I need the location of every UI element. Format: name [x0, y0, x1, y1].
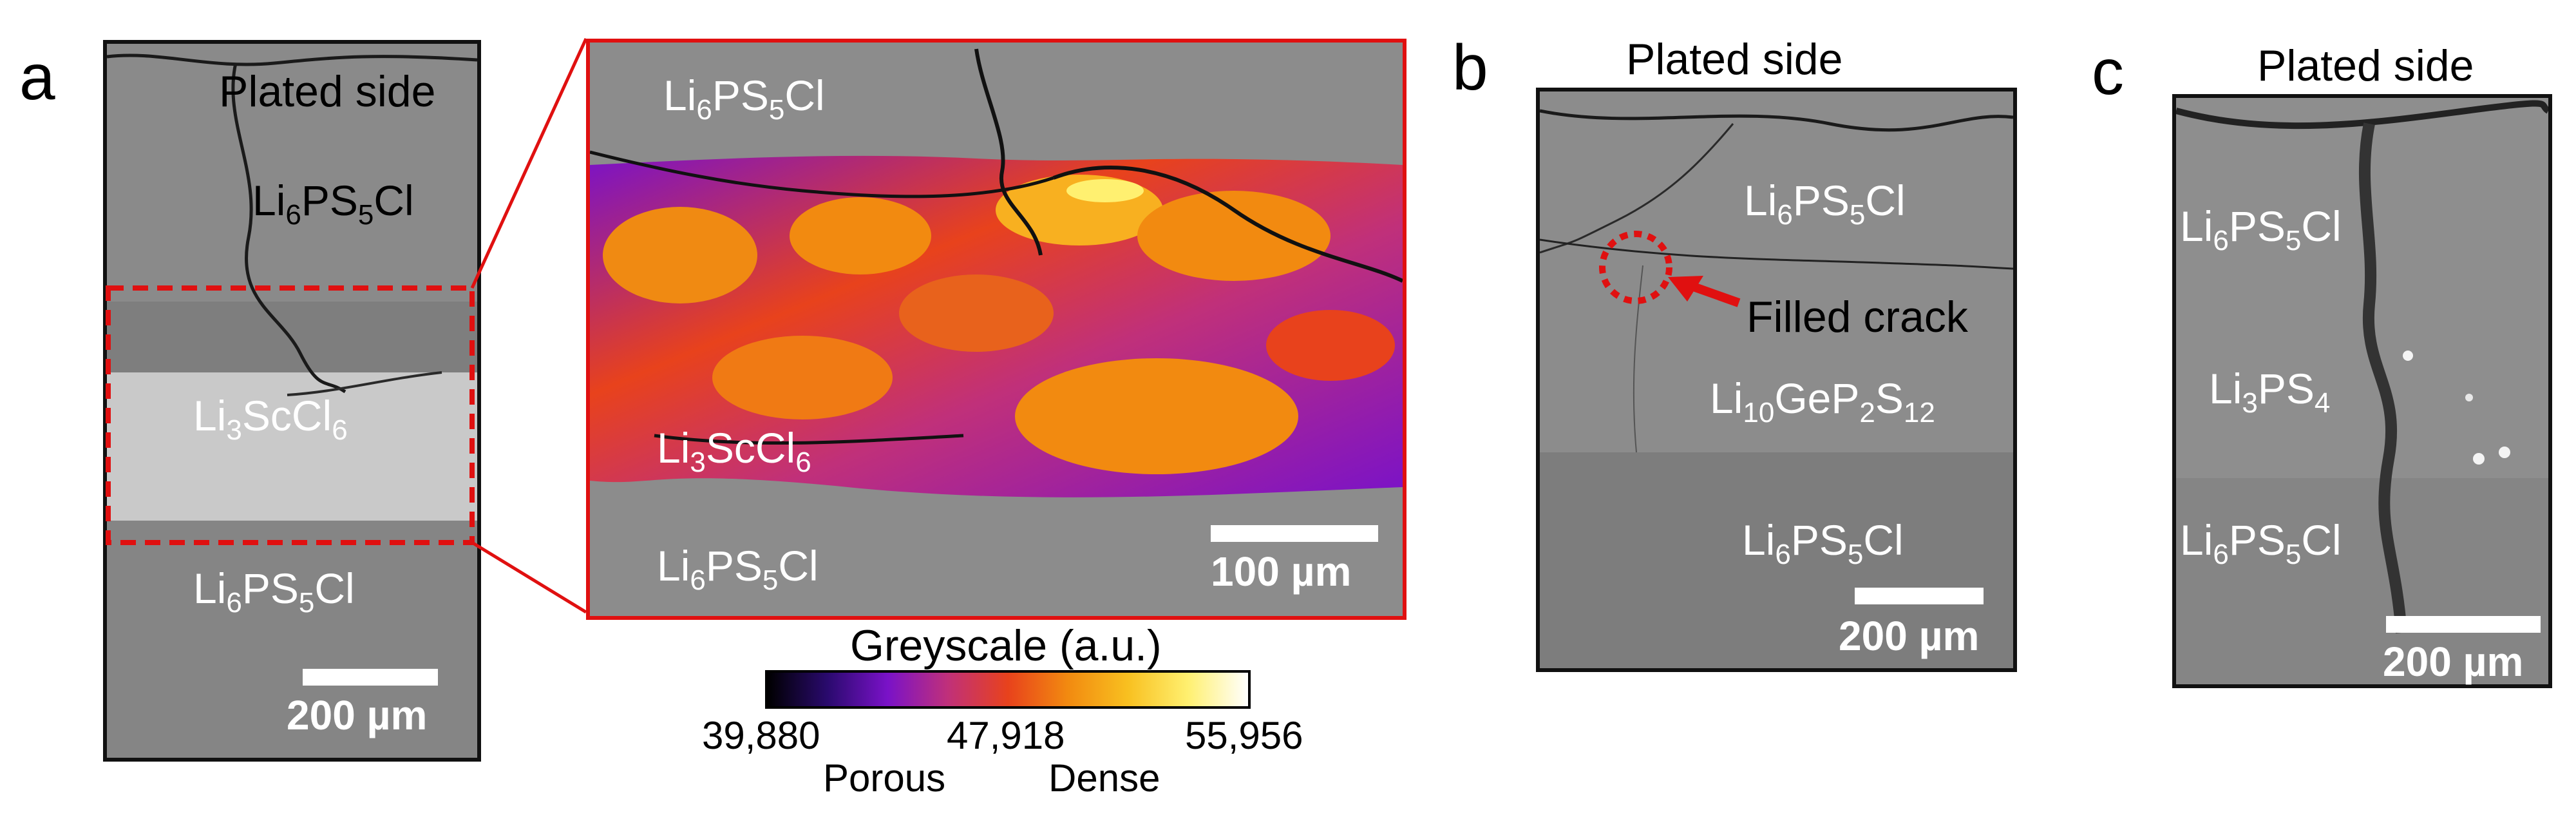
panel-b-upper-layer: Li6PS5Cl: [1744, 177, 1906, 231]
zoom-line-top: [470, 37, 588, 289]
panel-b-plated-side: Plated side: [1626, 35, 1843, 84]
inset-lower-layer: Li6PS5Cl: [657, 542, 819, 597]
panel-b-middle-layer: Li10GeP2S12: [1710, 374, 1935, 429]
panel-c-sem-texture: [2176, 98, 2548, 684]
panel-a-lower-layer: Li6PS5Cl: [193, 564, 355, 619]
filled-crack-circle: [1599, 231, 1672, 304]
panel-c-lower-layer: Li6PS5Cl: [2180, 516, 2342, 571]
inset-middle-layer: Li3ScCl6: [657, 424, 811, 479]
panel-a-label: a: [19, 41, 55, 113]
colorbar-min: 39,880: [702, 714, 820, 757]
panel-a-middle-layer: Li3ScCl6: [193, 392, 348, 447]
inset-image: [586, 39, 1406, 620]
colorbar-title: Greyscale (a.u.): [850, 621, 1162, 670]
colorbar-mid: 47,918: [947, 714, 1065, 757]
inset-upper-layer: Li6PS5Cl: [663, 72, 825, 126]
colorbar-low-label: Porous: [823, 756, 946, 800]
panel-a-upper-layer: Li6PS5Cl: [252, 177, 414, 231]
panel-b-sem-texture: [1540, 91, 2013, 668]
panel-a-plated-side: Plated side: [219, 67, 436, 116]
inset-scale-label: 100 µm: [1211, 548, 1352, 595]
panel-c-label: c: [2092, 36, 2124, 108]
inset-density-map: [590, 43, 1403, 616]
panel-b-lower-layer: Li6PS5Cl: [1742, 516, 1904, 571]
panel-a-scale-label: 200 µm: [287, 692, 428, 738]
panel-b-label: b: [1452, 32, 1488, 104]
panel-c-plated-side: Plated side: [2257, 41, 2474, 90]
panel-c-scale-bar: [2386, 616, 2541, 633]
panel-c-middle-layer: Li3PS4: [2209, 365, 2331, 419]
panel-c-image: [2172, 94, 2552, 688]
filled-crack-marker: [1599, 231, 1741, 307]
panel-a-scale-bar: [303, 669, 438, 686]
colorbar-high-label: Dense: [1048, 756, 1160, 800]
inset-scale-bar: [1211, 525, 1378, 542]
zoom-line-bottom: [471, 541, 587, 614]
panel-c-scale-label: 200 µm: [2383, 639, 2524, 685]
colorbar-max: 55,956: [1185, 714, 1303, 757]
panel-b-annotation: Filled crack: [1747, 293, 1968, 342]
filled-crack-arrow-head: [1668, 276, 1703, 302]
panel-b-image: [1536, 88, 2017, 672]
colorbar-gradient: [765, 670, 1251, 709]
panel-c-upper-layer: Li6PS5Cl: [2180, 202, 2342, 257]
panel-b-scale-bar: [1855, 588, 1984, 604]
panel-b-scale-label: 200 µm: [1839, 613, 1980, 659]
